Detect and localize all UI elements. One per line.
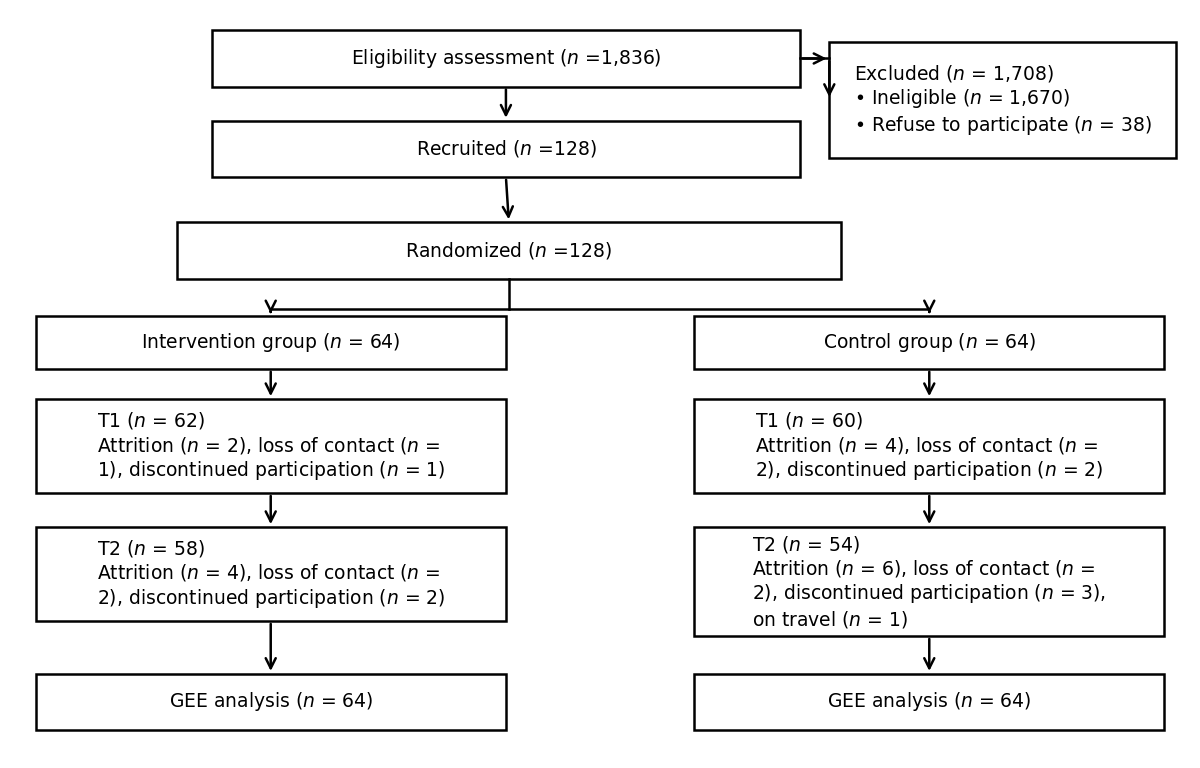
Bar [176,222,841,279]
Bar [694,527,1164,636]
Text: T2 ($\it{n}$ = 58)
Attrition ($\it{n}$ = 4), loss of contact ($\it{n}$ =
2), dis: T2 ($\it{n}$ = 58) Attrition ($\it{n}$ =… [96,538,445,610]
Bar [694,316,1164,369]
Text: T2 ($\it{n}$ = 54)
Attrition ($\it{n}$ = 6), loss of contact ($\it{n}$ =
2), dis: T2 ($\it{n}$ = 54) Attrition ($\it{n}$ =… [752,534,1106,630]
Bar [212,121,800,177]
Text: GEE analysis ($\it{n}$ = 64): GEE analysis ($\it{n}$ = 64) [168,690,373,713]
Bar [36,316,506,369]
Text: Randomized ($\it{n}$ =128): Randomized ($\it{n}$ =128) [406,240,612,261]
Text: Control group ($\it{n}$ = 64): Control group ($\it{n}$ = 64) [823,331,1036,354]
Text: Excluded ($\it{n}$ = 1,708)
• Ineligible ($\it{n}$ = 1,670)
• Refuse to particip: Excluded ($\it{n}$ = 1,708) • Ineligible… [854,63,1152,137]
Text: Eligibility assessment ($\it{n}$ =1,836): Eligibility assessment ($\it{n}$ =1,836) [350,47,661,70]
Bar [36,674,506,730]
Text: GEE analysis ($\it{n}$ = 64): GEE analysis ($\it{n}$ = 64) [827,690,1032,713]
Bar [829,41,1176,158]
Text: Recruited ($\it{n}$ =128): Recruited ($\it{n}$ =128) [415,138,596,159]
Text: T1 ($\it{n}$ = 62)
Attrition ($\it{n}$ = 2), loss of contact ($\it{n}$ =
1), dis: T1 ($\it{n}$ = 62) Attrition ($\it{n}$ =… [96,410,445,482]
Bar [36,399,506,493]
Bar [694,674,1164,730]
Text: T1 ($\it{n}$ = 60)
Attrition ($\it{n}$ = 4), loss of contact ($\it{n}$ =
2), dis: T1 ($\it{n}$ = 60) Attrition ($\it{n}$ =… [755,410,1104,482]
Bar [212,30,800,87]
Bar [36,527,506,621]
Bar [694,399,1164,493]
Text: Intervention group ($\it{n}$ = 64): Intervention group ($\it{n}$ = 64) [140,331,401,354]
